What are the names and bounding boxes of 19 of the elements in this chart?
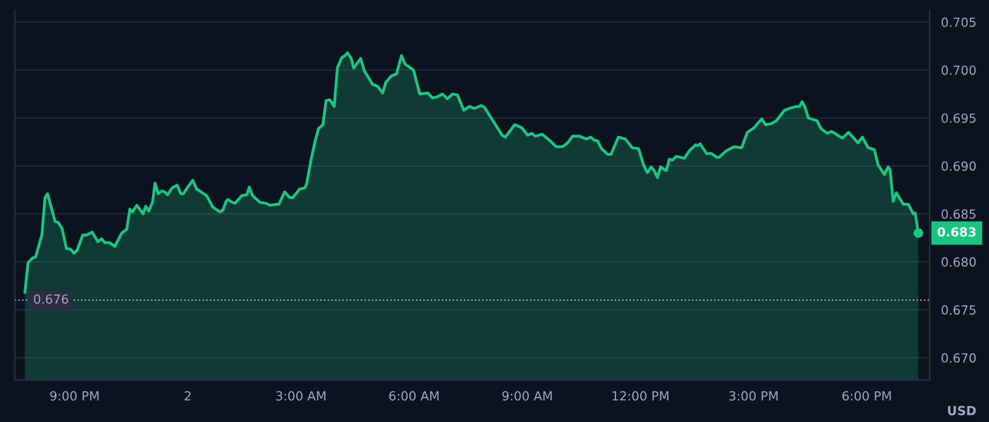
x-tick-label: 9:00 AM xyxy=(502,391,552,401)
x-tick-label: 3:00 AM xyxy=(276,391,326,401)
x-tick-label: 12:00 PM xyxy=(612,391,668,401)
annotation: 0.683 xyxy=(938,227,976,237)
x-tick-label: 9:00 PM xyxy=(50,391,99,401)
y-tick-label: 0.675 xyxy=(942,305,976,315)
x-tick-label: 6:00 AM xyxy=(389,391,439,401)
y-tick-label: 0.690 xyxy=(942,161,976,171)
y-tick-label: 0.700 xyxy=(942,65,976,75)
x-tick-label: 6:00 PM xyxy=(842,391,891,401)
x-tick-label: 3:00 PM xyxy=(729,391,778,401)
y-tick-label: 0.705 xyxy=(942,18,976,27)
y-tick-label: 0.685 xyxy=(942,209,976,219)
y-tick-label: 0.695 xyxy=(942,113,976,123)
y-axis-title: USD xyxy=(948,406,976,416)
y-tick-label: 0.670 xyxy=(942,353,976,363)
ref-line-label: 0.676 xyxy=(34,294,68,304)
y-tick-label: 0.680 xyxy=(942,257,976,267)
x-tick-label: 2 xyxy=(184,391,190,400)
